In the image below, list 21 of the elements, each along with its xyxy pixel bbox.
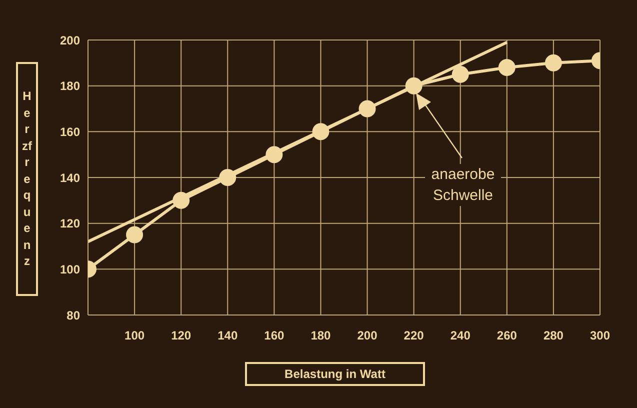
x-tick-label: 220 bbox=[404, 328, 424, 343]
x-tick-label: 180 bbox=[310, 328, 332, 343]
y-tick-label: 200 bbox=[60, 33, 80, 48]
x-tick-label: 120 bbox=[171, 328, 192, 343]
x-tick-label: 140 bbox=[218, 328, 238, 343]
y-tick-label: 100 bbox=[60, 262, 80, 276]
x-tick-label: 200 bbox=[357, 328, 378, 343]
x-tick-label: 280 bbox=[543, 328, 564, 343]
y-tick-label: 80 bbox=[66, 308, 80, 322]
x-tick-label: 160 bbox=[264, 328, 285, 343]
y-tick-label: 180 bbox=[60, 79, 80, 94]
y-tick-label: 120 bbox=[60, 216, 80, 231]
text: Herzfrequenz bbox=[22, 89, 32, 268]
x-tick-label: 240 bbox=[450, 328, 471, 343]
annotation: anaerobe Schwelle bbox=[425, 164, 501, 206]
x-tick-label: 260 bbox=[496, 328, 518, 343]
y-tick-label: 140 bbox=[60, 170, 80, 185]
x-tick-label: 300 bbox=[590, 328, 610, 343]
x-tick-label: 100 bbox=[124, 328, 145, 343]
y-tick-label: 160 bbox=[60, 124, 80, 139]
x-axis-title: Belastung in Watt bbox=[245, 362, 425, 386]
